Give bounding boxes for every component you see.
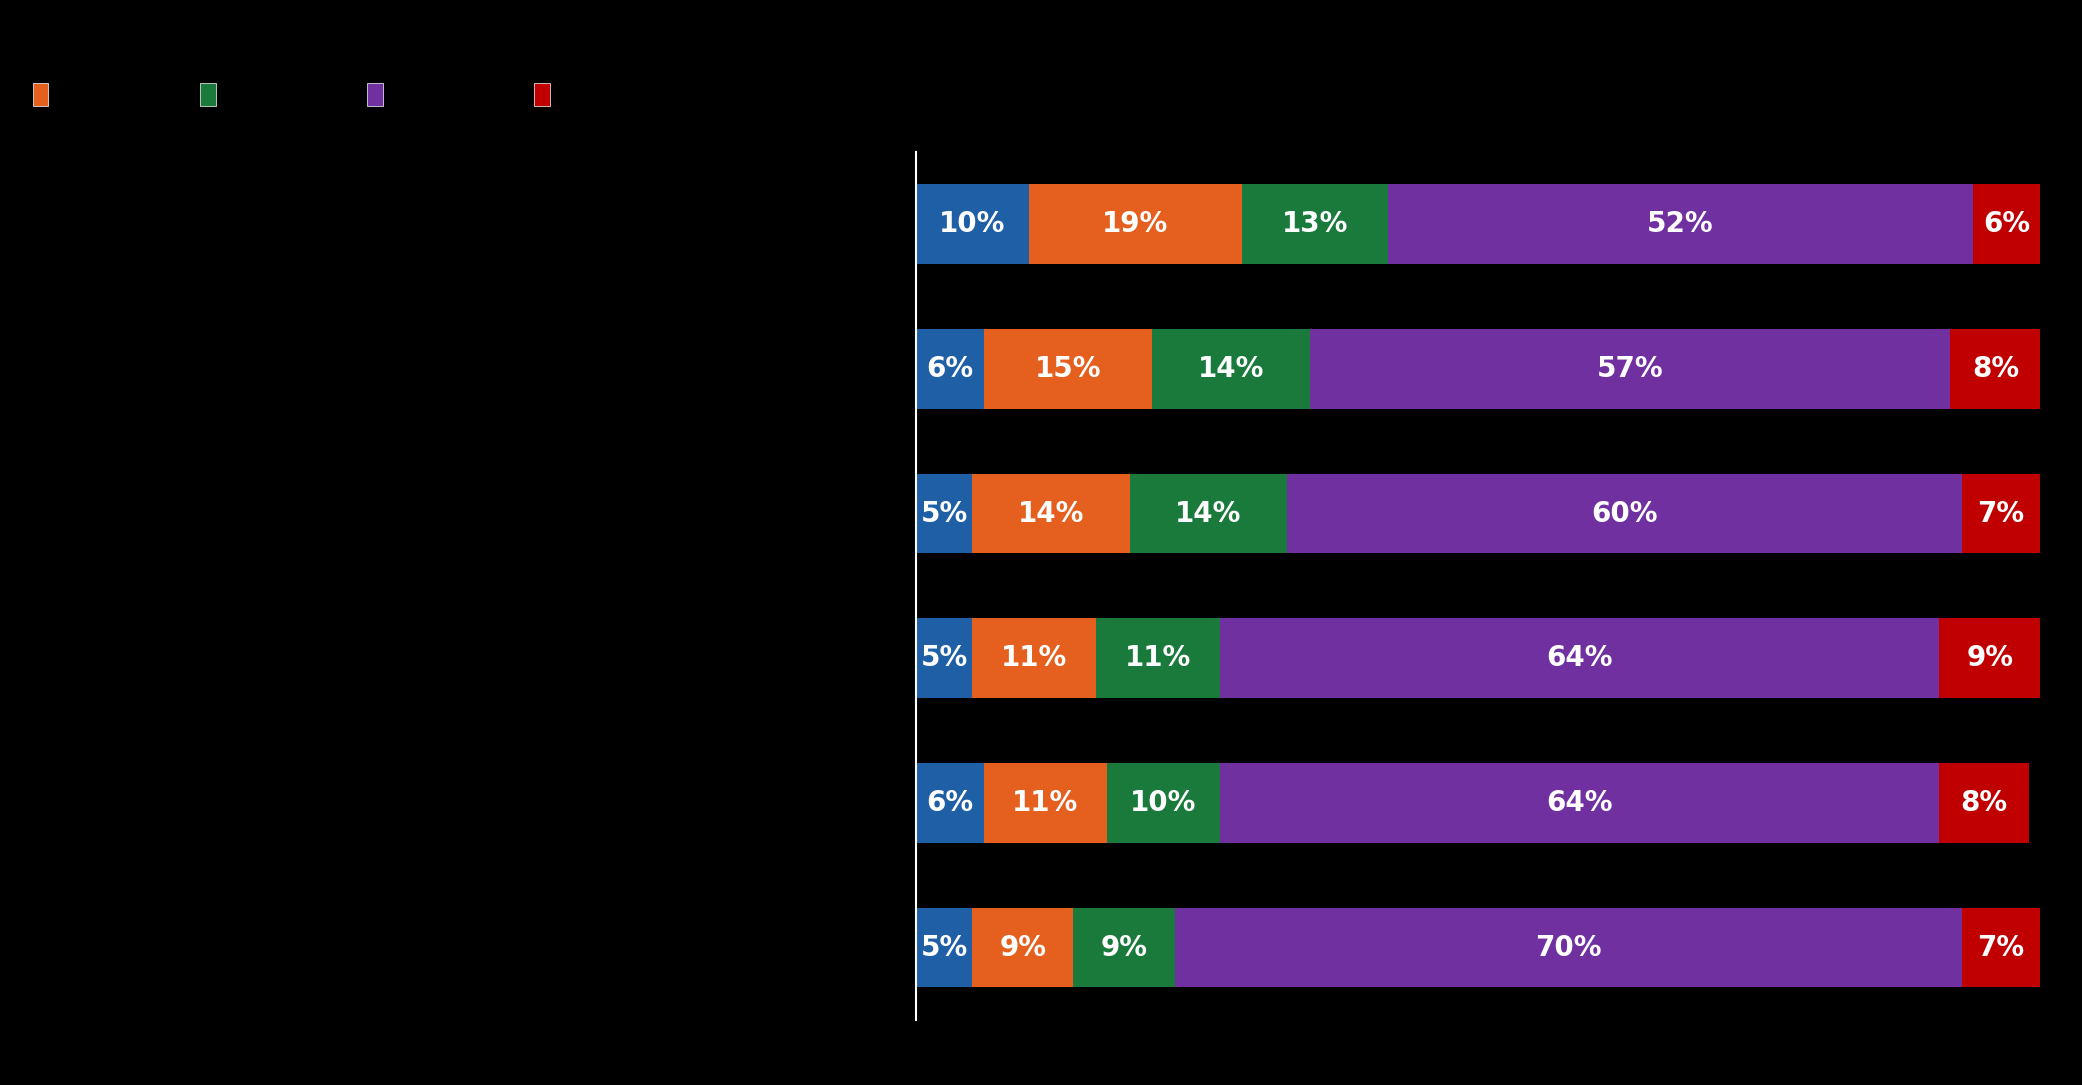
Text: 14%: 14% [1018, 499, 1085, 527]
Text: 64%: 64% [1547, 644, 1614, 673]
Bar [1938, 618, 2040, 698]
Text: 6%: 6% [926, 355, 974, 383]
Text: 8%: 8% [1972, 355, 2020, 383]
Text: 11%: 11% [1001, 644, 1068, 673]
Bar [916, 329, 983, 409]
Text: 13%: 13% [1283, 210, 1349, 239]
Text: 15%: 15% [1035, 355, 1101, 383]
Bar [1951, 329, 2040, 409]
Bar [1029, 184, 1243, 264]
Bar [1151, 329, 1310, 409]
Text: 64%: 64% [1547, 789, 1614, 817]
Text: 14%: 14% [1174, 499, 1241, 527]
Bar [983, 763, 1108, 843]
Text: 7%: 7% [1978, 499, 2024, 527]
Bar [916, 474, 972, 553]
Bar [1938, 763, 2030, 843]
Bar [916, 618, 972, 698]
Bar [1961, 474, 2040, 553]
Bar [972, 474, 1131, 553]
Text: 70%: 70% [1534, 933, 1601, 961]
Bar [1287, 474, 1961, 553]
Text: 11%: 11% [1012, 789, 1078, 817]
Text: 5%: 5% [920, 933, 968, 961]
Bar [1220, 618, 1938, 698]
Text: 19%: 19% [1101, 210, 1168, 239]
Text: 9%: 9% [1965, 644, 2013, 673]
Bar [916, 908, 972, 987]
Bar [1389, 184, 1974, 264]
Text: 9%: 9% [1101, 933, 1147, 961]
Bar [1131, 474, 1287, 553]
Text: 10%: 10% [1131, 789, 1197, 817]
Bar [1074, 908, 1174, 987]
Text: 8%: 8% [1961, 789, 2007, 817]
Text: 9%: 9% [999, 933, 1047, 961]
Bar [1220, 763, 1938, 843]
Text: 7%: 7% [1978, 933, 2024, 961]
Text: 52%: 52% [1647, 210, 1713, 239]
Bar [1974, 184, 2040, 264]
Text: 5%: 5% [920, 499, 968, 527]
Text: 5%: 5% [920, 644, 968, 673]
Bar [972, 618, 1095, 698]
Text: 6%: 6% [926, 789, 974, 817]
Bar [983, 329, 1151, 409]
Text: 6%: 6% [1982, 210, 2030, 239]
Bar [1310, 329, 1951, 409]
Text: 11%: 11% [1124, 644, 1191, 673]
Text: 60%: 60% [1591, 499, 1657, 527]
Bar [972, 908, 1074, 987]
Bar [1243, 184, 1389, 264]
Bar [916, 763, 983, 843]
Legend: , , , , : , , , , [0, 75, 564, 114]
Text: 57%: 57% [1597, 355, 1664, 383]
Bar [1961, 908, 2040, 987]
Text: 10%: 10% [939, 210, 1006, 239]
Bar [1095, 618, 1220, 698]
Text: 14%: 14% [1197, 355, 1264, 383]
Bar [1174, 908, 1961, 987]
Bar [916, 184, 1029, 264]
Bar [1108, 763, 1220, 843]
